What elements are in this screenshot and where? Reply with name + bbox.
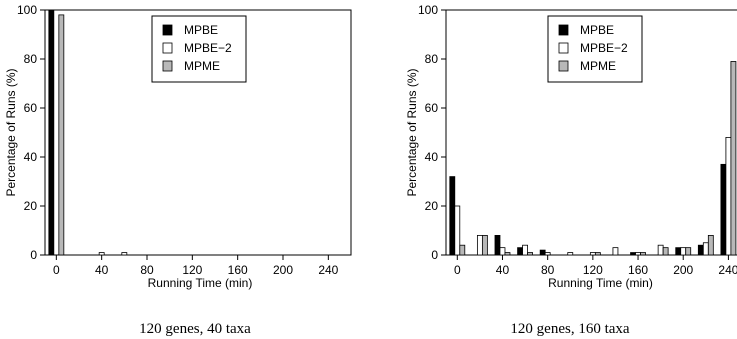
x-tick-label: 80 [140,263,154,277]
chart-panel-right: 0 20 40 60 80 100 0 40 80 120 160 200 240 Running Tim… [405,3,737,337]
bar-mpbe-2-60 [522,244,528,256]
x-tick-label: 0 [454,263,461,277]
bar-mpbe-0 [48,9,55,256]
bar-mpbe-2-100 [567,252,574,256]
legend-swatch [162,42,173,54]
x-tick-label: 120 [182,263,202,277]
x-tick-label: 160 [228,263,248,277]
x-tick-label: 40 [496,263,510,277]
y-tick-label: 40 [24,150,38,164]
bar-mpbe-2-20 [476,234,483,256]
bar-mpbe-2-220 [702,242,709,256]
legend-label: MPBE−2 [580,41,628,55]
bar-mpbe-2-140 [612,247,619,256]
x-axis-label: Running Time (min) [148,276,253,290]
x-tick-label: 160 [628,263,648,277]
bar-mpbe-2-200 [680,247,687,256]
bar-mpbe-0 [449,176,456,256]
bar-mpbe-2-40 [98,252,105,256]
x-tick-label: 200 [273,263,293,277]
bar-mpbe-2-0 [454,205,461,256]
bar-mpme-200 [685,247,692,256]
legend-swatch [558,24,569,36]
y-tick-label: 0 [431,248,438,262]
x-tick-label: 0 [53,263,60,277]
y-tick-label: 80 [425,52,439,66]
bar-mpme-180 [662,247,669,256]
legend-label: MPME [580,59,616,73]
y-tick-label: 40 [425,150,439,164]
legend-label: MPME [184,59,220,73]
legend-label: MPBE [184,23,218,37]
y-axis-label: Percentage of Runs (%) [4,68,18,196]
bar-mpbe-40 [494,234,501,256]
y-tick-label: 20 [24,199,38,213]
bar-mpbe-160 [630,252,636,256]
x-tick-label: 80 [541,263,555,277]
chart-panel-left: 0 20 40 60 80 100 0 40 80 120 160 200 240 Running Tim… [4,3,352,337]
y-tick-label: 100 [418,3,438,17]
y-tick-label: 0 [30,248,37,262]
bar-mpbe-2-40 [499,247,506,256]
bar-mpbe-2-160 [635,252,641,256]
bar-mpbe-2-120 [589,252,596,256]
y-tick-label: 80 [24,52,38,66]
x-tick-label: 40 [95,263,109,277]
bar-mpbe-220 [697,244,704,256]
x-tick-label: 200 [673,263,693,277]
bar-mpme-120 [594,252,601,256]
bar-mpme-20 [481,234,488,256]
y-tick-label: 20 [425,199,439,213]
legend-swatch [558,60,569,72]
bar-mpme-0 [459,244,466,256]
legend-label: MPBE−2 [184,41,232,55]
y-tick-label: 60 [425,101,439,115]
x-tick-label: 120 [583,263,603,277]
bar-mpme-60 [527,252,533,256]
bar-mpbe-2-80 [544,252,551,256]
bar-mpbe-80 [539,249,546,256]
bar-mpme-240 [730,61,737,256]
y-axis-label: Percentage of Runs (%) [405,68,419,196]
legend-swatch [162,24,173,36]
bar-mpbe-200 [675,247,682,256]
y-tick-label: 60 [24,101,38,115]
y-tick-label: 100 [17,3,37,17]
x-axis-label: Running Time (min) [548,276,653,290]
legend-swatch [162,60,173,72]
x-tick-label: 240 [718,263,737,277]
bar-mpbe-2-240 [725,136,732,256]
bar-mpbe-2-180 [657,244,664,256]
legend-swatch [558,42,569,54]
bar-mpme-220 [707,234,714,256]
bar-mpme-160 [640,252,646,256]
x-tick-label: 240 [318,263,338,277]
legend-label: MPBE [580,23,614,37]
bar-mpbe-60 [517,247,523,256]
bar-mpbe-240 [720,163,727,256]
bar-mpme-40 [504,252,511,256]
bar-mpbe-2-60 [121,252,128,256]
figure-caption: 120 genes, 160 taxa [510,321,629,337]
bar-mpme-0 [58,14,65,256]
figure-caption: 120 genes, 40 taxa [139,321,251,337]
